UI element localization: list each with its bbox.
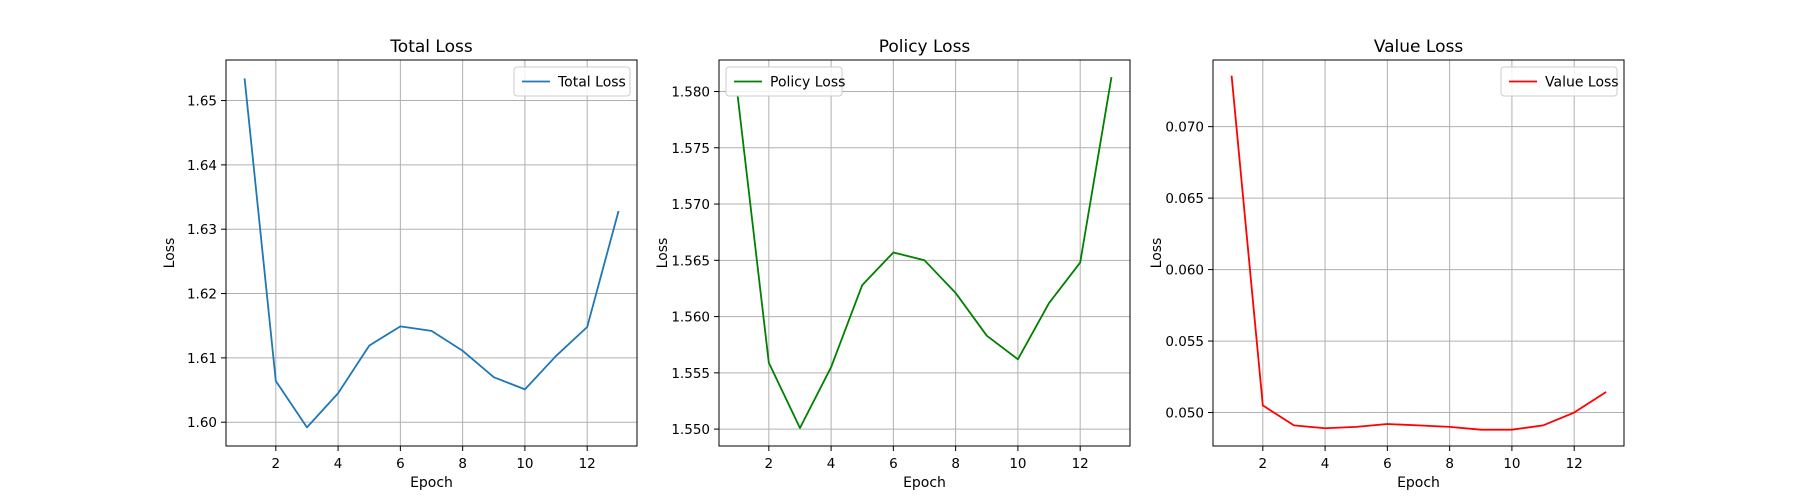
y-tick-label: 1.65 <box>187 94 217 110</box>
legend-box <box>513 66 631 97</box>
series-line-policy-loss <box>736 76 1113 429</box>
legend: Total Loss <box>513 66 631 97</box>
series-line-value-loss <box>1230 75 1607 431</box>
x-axis-label: Epoch <box>1397 475 1440 491</box>
x-tick-label: 8 <box>458 456 467 472</box>
plot-frame <box>1212 59 1625 447</box>
y-tick-label: 1.570 <box>671 197 710 213</box>
x-tick-label: 2 <box>1259 456 1268 472</box>
legend-box <box>725 66 843 97</box>
legend-label: Total Loss <box>557 75 626 91</box>
x-tick-label: 10 <box>1009 456 1026 472</box>
chart-title: Value Loss <box>1374 37 1464 57</box>
x-axis-label: Epoch <box>903 475 946 491</box>
x-tick-label: 4 <box>827 456 836 472</box>
y-axis-label: Loss <box>655 238 671 269</box>
legend-box <box>1500 66 1618 97</box>
legend-label: Policy Loss <box>770 75 845 91</box>
x-tick-label: 8 <box>951 456 960 472</box>
x-tick-label: 6 <box>889 456 898 472</box>
y-tick-label: 1.61 <box>187 351 217 367</box>
y-tick-label: 1.550 <box>671 422 710 438</box>
x-tick-label: 8 <box>1445 456 1454 472</box>
x-tick-label: 6 <box>1383 456 1392 472</box>
y-tick-label: 0.055 <box>1165 334 1204 350</box>
chart-title: Policy Loss <box>879 37 971 57</box>
x-tick-label: 10 <box>516 456 533 472</box>
y-tick-label: 1.63 <box>187 222 217 238</box>
plot-frame <box>225 59 638 447</box>
y-axis-label: Loss <box>1149 238 1165 269</box>
y-tick-label: 1.565 <box>671 253 710 269</box>
y-tick-label: 1.62 <box>187 287 217 303</box>
x-tick-label: 4 <box>334 456 343 472</box>
chart-panel-2: 2 4 6 8 10 12 1.550 1.555 1.560 1.565 1.570 1.575 1.… <box>655 37 1131 491</box>
y-axis-label: Loss <box>162 238 178 269</box>
x-tick-label: 2 <box>765 456 774 472</box>
chart-title: Total Loss <box>389 37 473 57</box>
y-tick-label: 1.555 <box>671 366 710 382</box>
y-tick-label: 1.580 <box>671 85 710 101</box>
y-tick-label: 0.060 <box>1165 263 1204 279</box>
plot-frame <box>718 59 1131 447</box>
y-tick-label: 1.64 <box>187 158 217 174</box>
x-tick-label: 4 <box>1321 456 1330 472</box>
x-tick-label: 12 <box>1072 456 1089 472</box>
chart-panel-1: 2 4 6 8 10 12 1.60 1.61 1.62 1.63 1.64 1.65 Total Lo… <box>162 37 638 491</box>
x-tick-label: 2 <box>272 456 281 472</box>
x-tick-label: 10 <box>1503 456 1520 472</box>
y-tick-label: 1.575 <box>671 141 710 157</box>
x-tick-label: 6 <box>396 456 405 472</box>
legend: Policy Loss <box>725 66 845 97</box>
y-tick-label: 0.065 <box>1165 191 1204 207</box>
y-tick-label: 1.60 <box>187 415 217 431</box>
x-tick-label: 12 <box>579 456 596 472</box>
y-tick-label: 0.050 <box>1165 406 1204 422</box>
x-axis-label: Epoch <box>410 475 453 491</box>
y-tick-label: 0.070 <box>1165 120 1204 136</box>
legend: Value Loss <box>1500 66 1619 97</box>
x-tick-label: 12 <box>1566 456 1583 472</box>
y-tick-label: 1.560 <box>671 310 710 326</box>
series-line-total-loss <box>243 78 620 429</box>
chart-panel-3: 2 4 6 8 10 12 0.050 0.055 0.060 0.065 0.070 Value L… <box>1149 37 1625 491</box>
legend-label: Value Loss <box>1545 75 1619 91</box>
